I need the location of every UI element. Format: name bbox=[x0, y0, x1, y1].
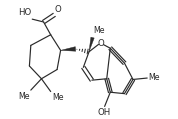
Text: OH: OH bbox=[98, 108, 111, 117]
Text: O: O bbox=[55, 5, 61, 14]
Text: HO: HO bbox=[18, 8, 32, 17]
Polygon shape bbox=[89, 37, 94, 52]
Polygon shape bbox=[61, 47, 76, 51]
Text: Me: Me bbox=[18, 92, 30, 101]
Text: Me: Me bbox=[148, 73, 159, 82]
Text: Me: Me bbox=[52, 93, 63, 102]
Text: Me: Me bbox=[93, 26, 105, 35]
Text: O: O bbox=[98, 39, 104, 48]
